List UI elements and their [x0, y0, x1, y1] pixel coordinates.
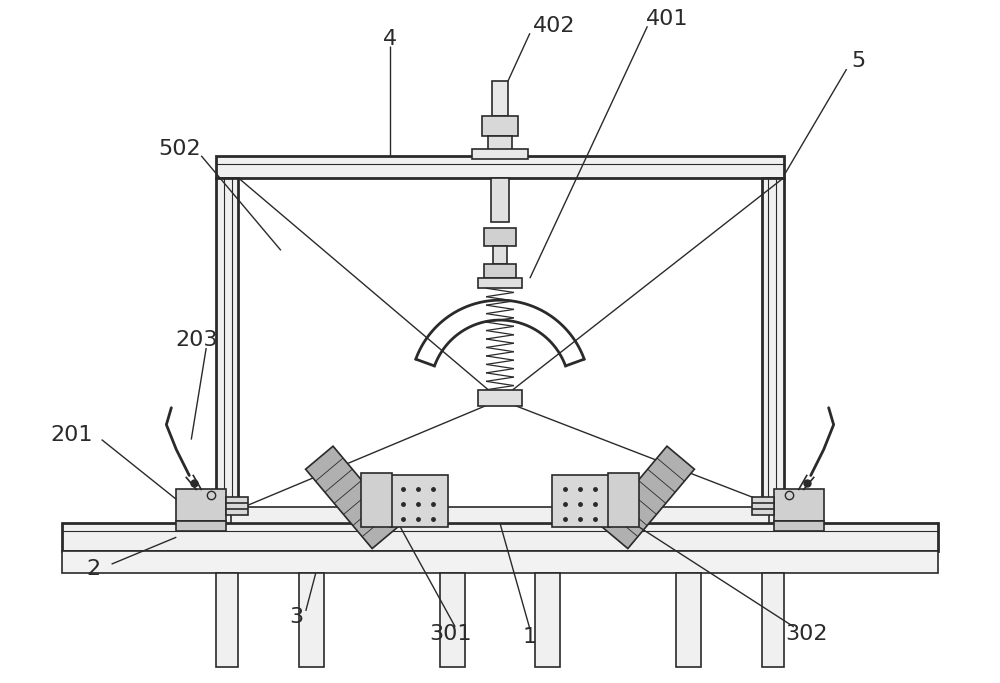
Bar: [488, 136, 512, 154]
Bar: [752, 497, 774, 515]
Text: 302: 302: [785, 624, 828, 644]
Bar: [176, 490, 226, 521]
Bar: [176, 521, 226, 531]
Bar: [768, 178, 776, 510]
Bar: [299, 573, 324, 667]
Bar: [224, 178, 232, 510]
Text: 5: 5: [851, 51, 866, 71]
Bar: [491, 178, 509, 223]
Bar: [492, 81, 508, 116]
Bar: [552, 475, 610, 527]
Text: 4: 4: [383, 29, 398, 49]
Bar: [231, 507, 769, 523]
Bar: [484, 228, 516, 247]
Text: 203: 203: [175, 330, 217, 350]
Bar: [216, 178, 238, 510]
Text: 401: 401: [646, 10, 689, 29]
Bar: [472, 149, 528, 158]
Text: 3: 3: [289, 607, 303, 627]
Bar: [216, 510, 784, 527]
Polygon shape: [608, 473, 639, 527]
Bar: [62, 523, 938, 551]
Text: 502: 502: [158, 139, 201, 158]
Bar: [62, 551, 938, 573]
Bar: [482, 116, 518, 136]
Bar: [478, 278, 522, 288]
Bar: [440, 573, 465, 667]
Bar: [216, 156, 784, 178]
Bar: [774, 490, 824, 521]
Polygon shape: [361, 473, 392, 527]
Text: 201: 201: [50, 425, 93, 445]
Bar: [390, 475, 448, 527]
Bar: [676, 573, 701, 667]
Bar: [226, 497, 248, 515]
Bar: [484, 264, 516, 278]
Bar: [216, 573, 238, 667]
Bar: [493, 247, 507, 264]
Bar: [762, 178, 784, 510]
Text: 2: 2: [87, 559, 101, 579]
Bar: [774, 521, 824, 531]
Polygon shape: [600, 446, 694, 548]
Bar: [535, 573, 560, 667]
Text: 402: 402: [533, 16, 575, 36]
Text: 301: 301: [429, 624, 471, 644]
Text: 1: 1: [523, 627, 537, 647]
Polygon shape: [306, 446, 400, 548]
Bar: [762, 573, 784, 667]
Bar: [478, 390, 522, 406]
